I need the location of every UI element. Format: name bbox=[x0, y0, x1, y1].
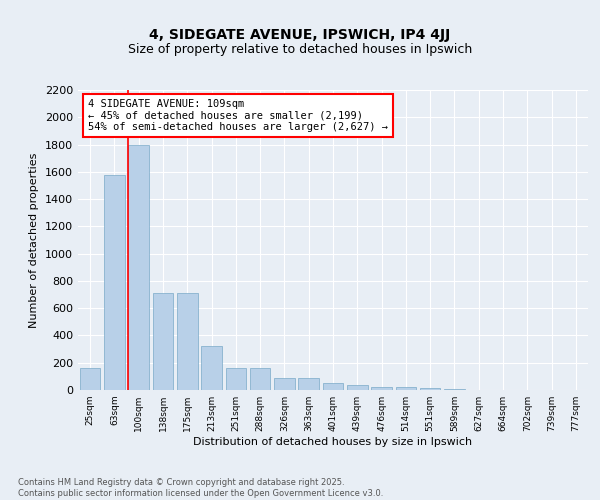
X-axis label: Distribution of detached houses by size in Ipswich: Distribution of detached houses by size … bbox=[193, 437, 473, 447]
Bar bbox=[395, 388, 416, 390]
Bar bbox=[420, 388, 440, 390]
Text: Contains HM Land Registry data © Crown copyright and database right 2025.
Contai: Contains HM Land Registry data © Crown c… bbox=[18, 478, 383, 498]
Bar bbox=[347, 384, 368, 390]
Bar bbox=[128, 144, 149, 390]
Bar bbox=[298, 378, 319, 390]
Bar bbox=[371, 386, 392, 390]
Bar bbox=[104, 174, 125, 390]
Bar bbox=[80, 368, 100, 390]
Bar bbox=[152, 293, 173, 390]
Bar bbox=[274, 378, 295, 390]
Text: Size of property relative to detached houses in Ipswich: Size of property relative to detached ho… bbox=[128, 42, 472, 56]
Text: 4, SIDEGATE AVENUE, IPSWICH, IP4 4JJ: 4, SIDEGATE AVENUE, IPSWICH, IP4 4JJ bbox=[149, 28, 451, 42]
Y-axis label: Number of detached properties: Number of detached properties bbox=[29, 152, 40, 328]
Text: 4 SIDEGATE AVENUE: 109sqm
← 45% of detached houses are smaller (2,199)
54% of se: 4 SIDEGATE AVENUE: 109sqm ← 45% of detac… bbox=[88, 99, 388, 132]
Bar bbox=[177, 293, 197, 390]
Bar bbox=[201, 346, 222, 390]
Bar bbox=[226, 368, 246, 390]
Bar bbox=[250, 368, 271, 390]
Bar bbox=[323, 383, 343, 390]
